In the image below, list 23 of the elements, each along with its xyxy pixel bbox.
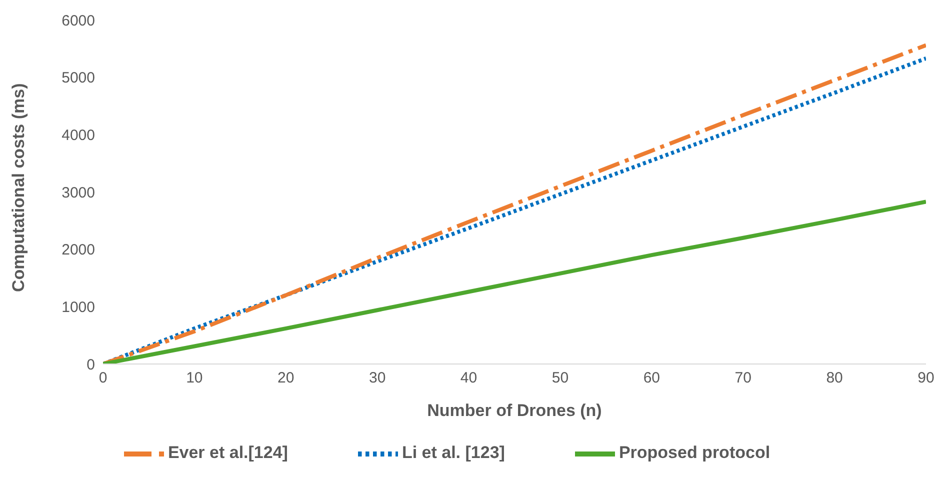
y-tick-label: 4000	[62, 126, 95, 144]
legend-label: Ever et al.[124]	[168, 443, 288, 462]
x-axis-title: Number of Drones (n)	[427, 401, 602, 420]
y-tick-label: 1000	[62, 298, 95, 316]
x-tick-label: 40	[460, 370, 478, 387]
legend-label: Li et al. [123]	[402, 443, 505, 462]
y-tick-label: 0	[86, 356, 95, 374]
x-tick-label: 10	[186, 370, 203, 387]
x-tick-label: 80	[826, 370, 843, 387]
x-tick-label: 70	[734, 370, 752, 387]
y-tick-label: 3000	[62, 184, 95, 202]
y-tick-label: 2000	[62, 242, 95, 259]
legend-label: Proposed protocol	[618, 443, 770, 462]
x-tick-label: 50	[552, 370, 569, 387]
x-tick-label: 0	[98, 370, 108, 387]
x-tick-label: 20	[278, 370, 294, 387]
x-tick-label: 60	[643, 370, 660, 387]
y-tick-label: 5000	[62, 70, 95, 87]
y-tick-label: 6000	[62, 12, 95, 30]
line-series	[103, 200, 926, 364]
y-axis-title: Computational costs (ms)	[9, 83, 28, 292]
x-tick-label: 90	[918, 370, 934, 387]
x-tick-label: 30	[368, 370, 386, 387]
